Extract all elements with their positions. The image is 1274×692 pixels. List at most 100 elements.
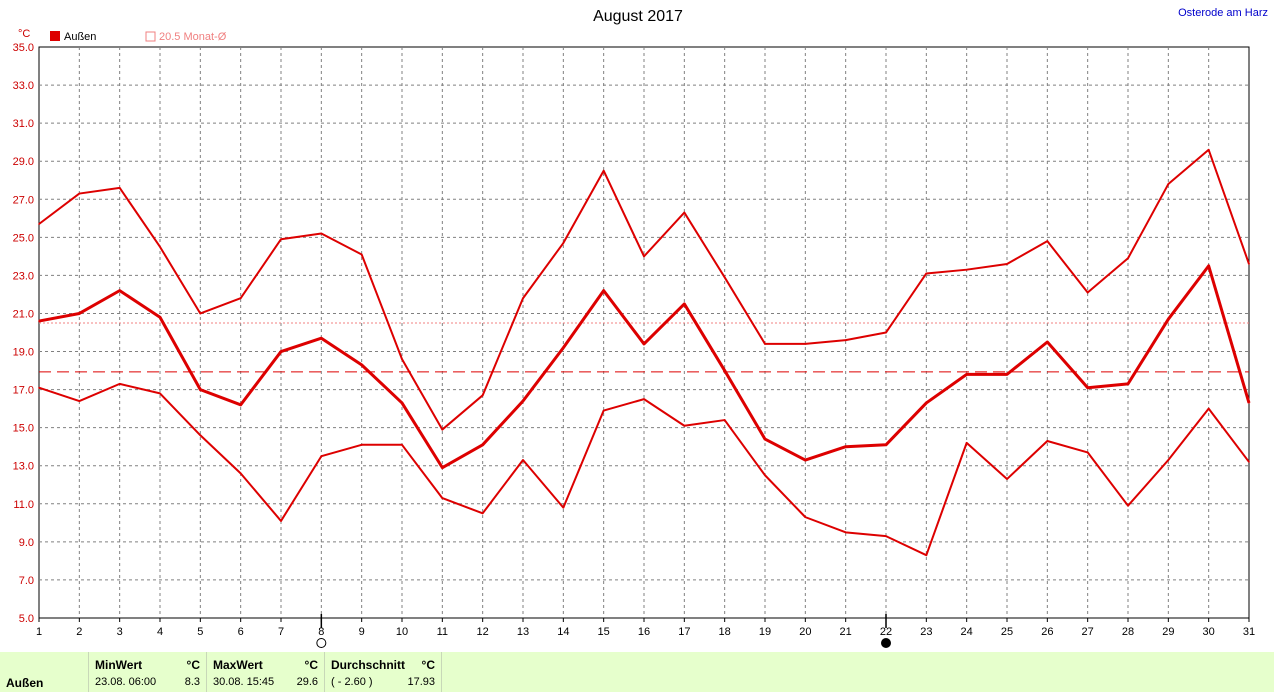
reference-lines	[39, 322, 1249, 373]
y-tick-label: 35.0	[13, 42, 34, 54]
temperature-chart: August 2017 Osterode am Harz °C Außen 20…	[13, 7, 1268, 648]
x-tick-label: 30	[1203, 626, 1215, 638]
data-point-min	[764, 474, 766, 477]
data-point-max	[764, 343, 766, 345]
data-point-avg	[1127, 383, 1129, 385]
data-point-avg	[1086, 386, 1089, 389]
x-tick-label: 2	[76, 626, 82, 638]
data-point-min	[562, 506, 565, 509]
x-tick-label: 31	[1243, 626, 1255, 638]
data-point-avg	[481, 443, 484, 446]
x-tick-label: 8	[318, 626, 324, 638]
data-point-min	[1046, 440, 1049, 442]
x-tick-label: 20	[799, 626, 811, 638]
x-tick-label: 14	[557, 626, 569, 638]
data-point-avg	[562, 346, 565, 349]
data-point-min	[1248, 461, 1250, 463]
x-tick-label: 29	[1162, 626, 1174, 638]
data-point-min	[441, 497, 444, 499]
y-tick-label: 21.0	[13, 308, 34, 320]
data-point-min	[360, 443, 363, 446]
x-tick-label: 5	[197, 626, 203, 638]
data-point-min	[159, 392, 161, 395]
data-point-min	[1086, 451, 1089, 454]
data-point-avg	[401, 402, 403, 404]
location-label: Osterode am Harz	[1178, 7, 1268, 19]
y-axis: 5.0 7.0 9.0 11.0 13.0 15.0 17.0 19.0 21.0 23.0 25.…	[13, 42, 34, 625]
data-point-avg	[1248, 402, 1250, 404]
data-point-max	[280, 238, 282, 241]
data-point-min	[1127, 504, 1129, 507]
data-point-avg	[804, 459, 807, 461]
data-point-avg	[360, 364, 363, 366]
x-tick-label: 24	[961, 626, 973, 638]
full-moon-icon	[316, 638, 327, 648]
data-point-max	[643, 255, 645, 258]
x-tick-label: 27	[1082, 626, 1094, 638]
data-point-max	[1207, 148, 1210, 151]
data-point-max	[78, 192, 81, 195]
data-point-max	[360, 253, 363, 256]
data-point-max	[602, 169, 605, 172]
y-tick-label: 9.0	[19, 537, 34, 549]
data-point-max	[683, 211, 686, 214]
data-point-avg	[78, 312, 81, 315]
data-point-min	[78, 400, 81, 402]
y-tick-label: 31.0	[13, 118, 34, 130]
data-point-avg	[199, 388, 202, 391]
max-header: MaxWert	[213, 658, 263, 672]
legend-swatch-month-avg	[145, 31, 156, 42]
data-point-min	[239, 472, 242, 475]
x-tick-label: 1	[36, 626, 42, 638]
min-header: MinWert	[95, 658, 143, 672]
data-point-min	[965, 442, 968, 444]
grid	[39, 47, 1249, 618]
avg-header: Durchschnitt	[331, 658, 406, 672]
data-point-min	[280, 520, 282, 522]
data-point-max	[965, 268, 968, 271]
data-point-avg	[441, 466, 444, 469]
x-tick-label: 3	[117, 626, 123, 638]
data-point-avg	[885, 443, 887, 446]
chart-title: August 2017	[593, 8, 683, 25]
data-point-max	[885, 331, 887, 334]
data-point-max	[1046, 240, 1049, 242]
data-point-max	[844, 339, 847, 341]
data-point-max	[925, 272, 928, 275]
data-point-min	[1167, 459, 1170, 461]
x-tick-label: 17	[678, 626, 690, 638]
y-tick-label: 15.0	[13, 423, 34, 435]
x-axis: 1 2 3 4 5 6 7 8 9 10 11 12 13 14 15 16 17 18 19 20 21 22 23 24 2…	[36, 618, 1255, 638]
max-unit: °C	[304, 658, 318, 672]
data-point-min	[522, 459, 524, 461]
data-point-min	[38, 386, 40, 389]
data-point-max	[522, 297, 524, 300]
x-tick-label: 10	[396, 626, 408, 638]
data-point-max	[723, 276, 726, 279]
y-tick-label: 33.0	[13, 80, 34, 92]
data-point-avg	[643, 343, 645, 345]
data-point-avg	[320, 337, 323, 340]
legend-label-month-avg: 20.5 Monat-Ø	[159, 31, 227, 43]
min-value: 8.3	[184, 676, 200, 688]
y-tick-label: 23.0	[13, 270, 34, 282]
data-point-max	[562, 242, 565, 244]
data-point-avg	[925, 402, 928, 404]
data-point-max	[320, 232, 323, 235]
data-point-avg	[764, 438, 766, 440]
data-point-max	[1127, 257, 1129, 260]
x-tick-label: 16	[638, 626, 650, 638]
avg-unit: °C	[421, 658, 435, 672]
legend-label-outdoor: Außen	[64, 31, 96, 43]
x-tick-label: 26	[1041, 626, 1053, 638]
data-point-max	[441, 428, 444, 431]
x-tick-label: 19	[759, 626, 771, 638]
y-axis-unit: °C	[18, 28, 30, 40]
data-point-min	[804, 516, 807, 518]
data-point-min	[401, 443, 403, 446]
stats-label-cell: Außen	[0, 652, 88, 692]
min-unit: °C	[186, 658, 200, 672]
data-point-avg	[522, 400, 524, 402]
stats-bar: Außen MinWert °C 23.08. 06:00 8.3 MaxWer…	[0, 652, 1274, 692]
stats-min-cell: MinWert °C 23.08. 06:00 8.3	[88, 652, 206, 692]
